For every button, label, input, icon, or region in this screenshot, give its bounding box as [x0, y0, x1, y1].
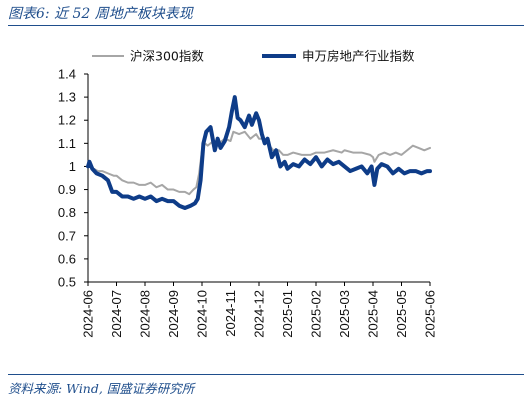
series-line-hs300	[87, 130, 431, 196]
y-axis-ticks: 0.5 0.6 0.7 0.8 0.9 1 1.1 1.2 1.3 1.4	[58, 67, 88, 290]
line-chart: 沪深300指数 申万房地产行业指数 0.5 0.6 0.7 0.8 0.9 1 1.1 1.2 1…	[58, 49, 438, 338]
y-tick-label: 0.8	[58, 205, 76, 220]
legend-label: 沪深300指数	[130, 49, 204, 64]
x-tick-label: 2024-06	[81, 290, 96, 338]
x-tick-label: 2024-10	[195, 290, 210, 338]
y-tick-label: 1.4	[58, 67, 76, 82]
y-tick-label: 0.5	[58, 275, 76, 290]
x-tick-label: 2025-04	[366, 290, 381, 338]
y-tick-label: 1.2	[58, 113, 76, 128]
x-tick-label: 2024-12	[252, 290, 267, 338]
x-tick-label: 2025-05	[394, 290, 409, 338]
x-axis-ticks: 2024-06 2024-07 2024-08 2024-09 2024-10 2024-…	[81, 282, 438, 338]
source-note: 资料来源: Wind, 国盛证券研究所	[8, 381, 195, 396]
x-tick-label: 2024-08	[138, 290, 153, 338]
x-tick-label: 2025-03	[337, 290, 352, 338]
series-line-sw-real-estate	[86, 95, 432, 211]
y-tick-label: 1	[69, 159, 76, 174]
figure-title: 图表6: 近 52 周地产板块表现	[8, 6, 193, 22]
x-tick-label: 2025-06	[423, 290, 438, 338]
series-lines	[86, 95, 432, 211]
x-tick-label: 2024-09	[166, 290, 181, 338]
y-tick-label: 0.6	[58, 251, 76, 266]
legend: 沪深300指数 申万房地产行业指数	[92, 49, 415, 64]
title-rule	[8, 25, 524, 26]
y-tick-label: 0.7	[58, 228, 76, 243]
x-tick-label: 2024-11	[223, 290, 238, 337]
axes	[87, 74, 430, 283]
legend-label: 申万房地产行业指数	[302, 49, 415, 64]
y-tick-label: 1.1	[58, 136, 76, 151]
source-rule	[8, 374, 524, 375]
x-tick-label: 2025-01	[280, 290, 295, 338]
x-tick-label: 2025-02	[309, 290, 324, 338]
y-tick-label: 1.3	[58, 90, 76, 105]
x-tick-label: 2024-07	[109, 290, 124, 338]
y-tick-label: 0.9	[58, 182, 76, 197]
